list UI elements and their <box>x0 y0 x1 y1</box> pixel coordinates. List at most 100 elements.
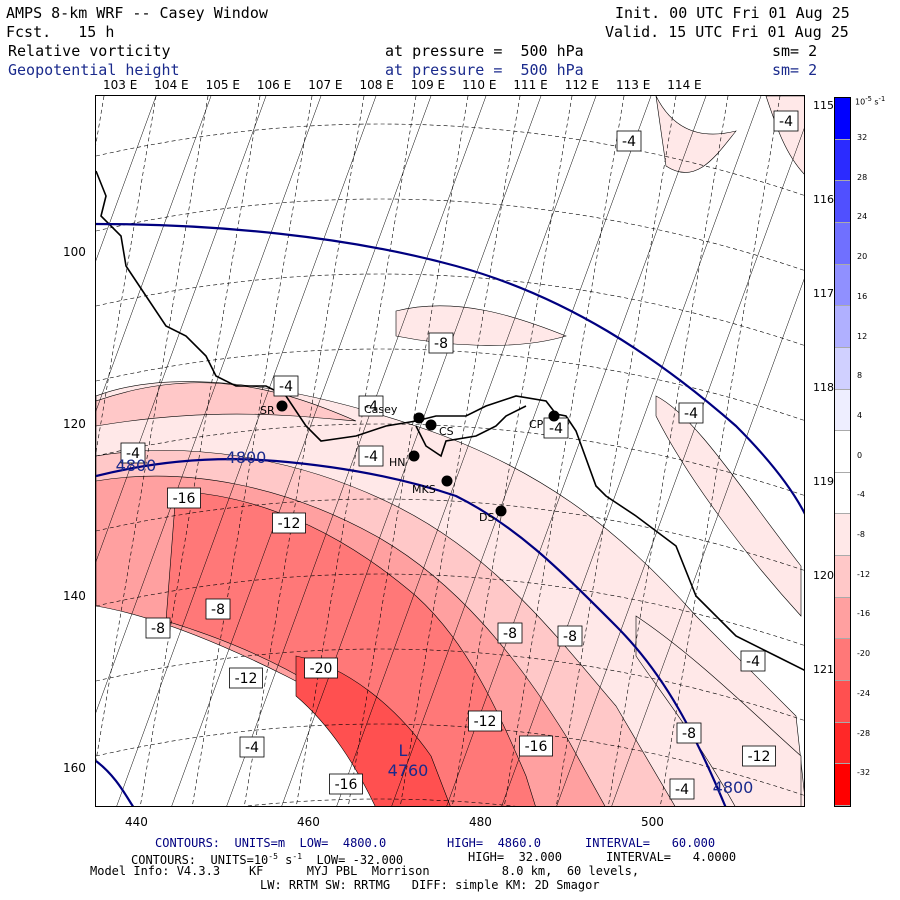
vort-contour-interval: INTERVAL= 4.0000 <box>606 850 737 864</box>
contour-label-box-17 <box>468 710 502 732</box>
contour-label-box-18 <box>519 735 553 757</box>
contour-label-box-12 <box>145 617 171 639</box>
colorbar-label-2: 24 <box>857 212 868 222</box>
height-label-1: 4800 <box>226 448 267 467</box>
station-label-hn: HN <box>389 456 406 469</box>
graticule-meridian-7 <box>348 96 469 806</box>
station-dot-cp <box>548 410 560 422</box>
contour-label-18: -16 <box>525 739 548 755</box>
colorbar-swatch-11 <box>835 556 850 598</box>
lon-top-0: 103 E <box>103 78 138 92</box>
contour-label-19: -8 <box>682 726 696 742</box>
contour-label-11: -8 <box>211 602 225 618</box>
grid-line-3 <box>96 96 322 713</box>
colorbar-label-1: 28 <box>857 172 868 182</box>
graticule-parallel-9 <box>244 798 516 806</box>
station-label-mks: MKS <box>412 483 436 496</box>
contour-label-17: -12 <box>474 714 497 730</box>
station-dot-ds <box>495 505 507 517</box>
vorticity-band-10 <box>765 96 804 175</box>
contour-label-box-4 <box>358 395 384 417</box>
grid-line-1 <box>96 96 212 412</box>
x-tick-460: 460 <box>297 815 320 829</box>
contour-label-1: -4 <box>779 114 793 130</box>
height-label-2: 4760 <box>388 761 429 780</box>
graticule-meridian-9 <box>452 96 573 806</box>
vorticity-band-5 <box>96 382 357 427</box>
lon-top-10: 113 E <box>616 78 651 92</box>
contour-label-box-9 <box>167 487 201 509</box>
lon-top-8: 111 E <box>513 78 548 92</box>
contour-label-12: -8 <box>151 621 165 637</box>
lon-top-1: 104 E <box>154 78 189 92</box>
colorbar-swatch-3 <box>835 222 850 265</box>
field2-name: Geopotential height <box>8 61 180 79</box>
colorbar-label-4: 16 <box>857 291 868 301</box>
station-label-sr: SR <box>260 404 275 417</box>
graticule-parallel-7 <box>96 648 804 721</box>
station-label-ds: DS <box>479 511 494 524</box>
graticule-meridian-6 <box>296 96 417 806</box>
contour-label-box-8 <box>358 445 384 467</box>
x-tick-480: 480 <box>469 815 492 829</box>
height-contour-interval: INTERVAL= 60.000 <box>585 836 716 850</box>
contour-label-box-16 <box>304 657 338 679</box>
contour-label-5: -4 <box>684 406 698 422</box>
graticule-parallel-4 <box>96 423 804 496</box>
grid-line-11 <box>501 96 762 806</box>
contour-label-box-20 <box>742 745 776 767</box>
station-dot-mks <box>441 475 453 487</box>
vorticity-band-3 <box>165 490 536 806</box>
vorticity-band-9 <box>655 96 737 173</box>
contour-label-box-22 <box>329 773 363 795</box>
contour-label-7: -4 <box>126 446 140 462</box>
station-label-cs: CS <box>439 425 454 438</box>
height-contour-4860 <box>96 222 804 515</box>
valid-time: Valid. 15 UTC Fri 01 Aug 25 <box>605 23 849 41</box>
vorticity-band-4 <box>295 655 451 806</box>
colorbar-swatch-14 <box>835 681 850 723</box>
contour-label-box-0 <box>616 130 642 152</box>
field1-name: Relative vorticity <box>8 42 171 60</box>
colorbar-swatch-9 <box>835 472 850 515</box>
contour-label-21: -4 <box>245 740 259 756</box>
grid-line-5 <box>171 96 432 806</box>
colorbar-label-5: 12 <box>857 331 868 341</box>
lon-top-5: 108 E <box>359 78 394 92</box>
station-dot-sr <box>276 400 288 412</box>
contour-label-24: -4 <box>675 782 689 798</box>
colorbar-swatch-8 <box>835 431 850 473</box>
colorbar-label-11: -12 <box>857 569 871 579</box>
field2-level: at pressure = 500 hPa <box>385 61 584 79</box>
forecast-hour: Fcst. 15 h <box>6 23 115 41</box>
colorbar <box>834 97 851 807</box>
init-time: Init. 00 UTC Fri 01 Aug 25 <box>615 4 850 22</box>
contour-label-3: -4 <box>279 379 293 395</box>
graticule-meridian-2 <box>96 96 209 763</box>
contour-label-10: -12 <box>278 516 301 532</box>
colorbar-swatch-12 <box>835 597 850 640</box>
contour-label-13: -8 <box>503 626 517 642</box>
map-plot: -4 -4 -8 -4 -4 -4 -4 -4 -4 -16 -12 -8 -8 -8 -8 -12 -20 -1… <box>95 95 805 807</box>
y-tick-140: 140 <box>63 589 86 603</box>
colorbar-label-13: -20 <box>857 649 871 659</box>
graticule-parallel-1 <box>96 198 804 271</box>
contour-label-15: -12 <box>235 671 258 687</box>
colorbar-swatch-6 <box>835 347 850 390</box>
graticule-parallel-0 <box>96 123 804 196</box>
graticule-parallel-5 <box>96 498 804 571</box>
colorbar-label-14: -24 <box>857 688 871 698</box>
height-label-3: 4800 <box>713 778 754 797</box>
graticule-parallel-6 <box>96 573 804 646</box>
graticule-meridian-8 <box>400 96 521 806</box>
colorbar-label-3: 20 <box>857 252 868 262</box>
y-tick-160: 160 <box>63 761 86 775</box>
colorbar-label-6: 8 <box>857 371 863 381</box>
lon-top-6: 109 E <box>410 78 446 92</box>
vort-contour-info: CONTOURS: UNITS=10-5 s-1 LOW= -32.000 <box>131 852 404 867</box>
lon-top-4: 107 E <box>308 78 343 92</box>
station-dot-cs <box>425 419 437 431</box>
graticule-meridian-3 <box>140 96 261 806</box>
height-contour-4800 <box>96 458 727 806</box>
contour-label-box-21 <box>239 736 265 758</box>
